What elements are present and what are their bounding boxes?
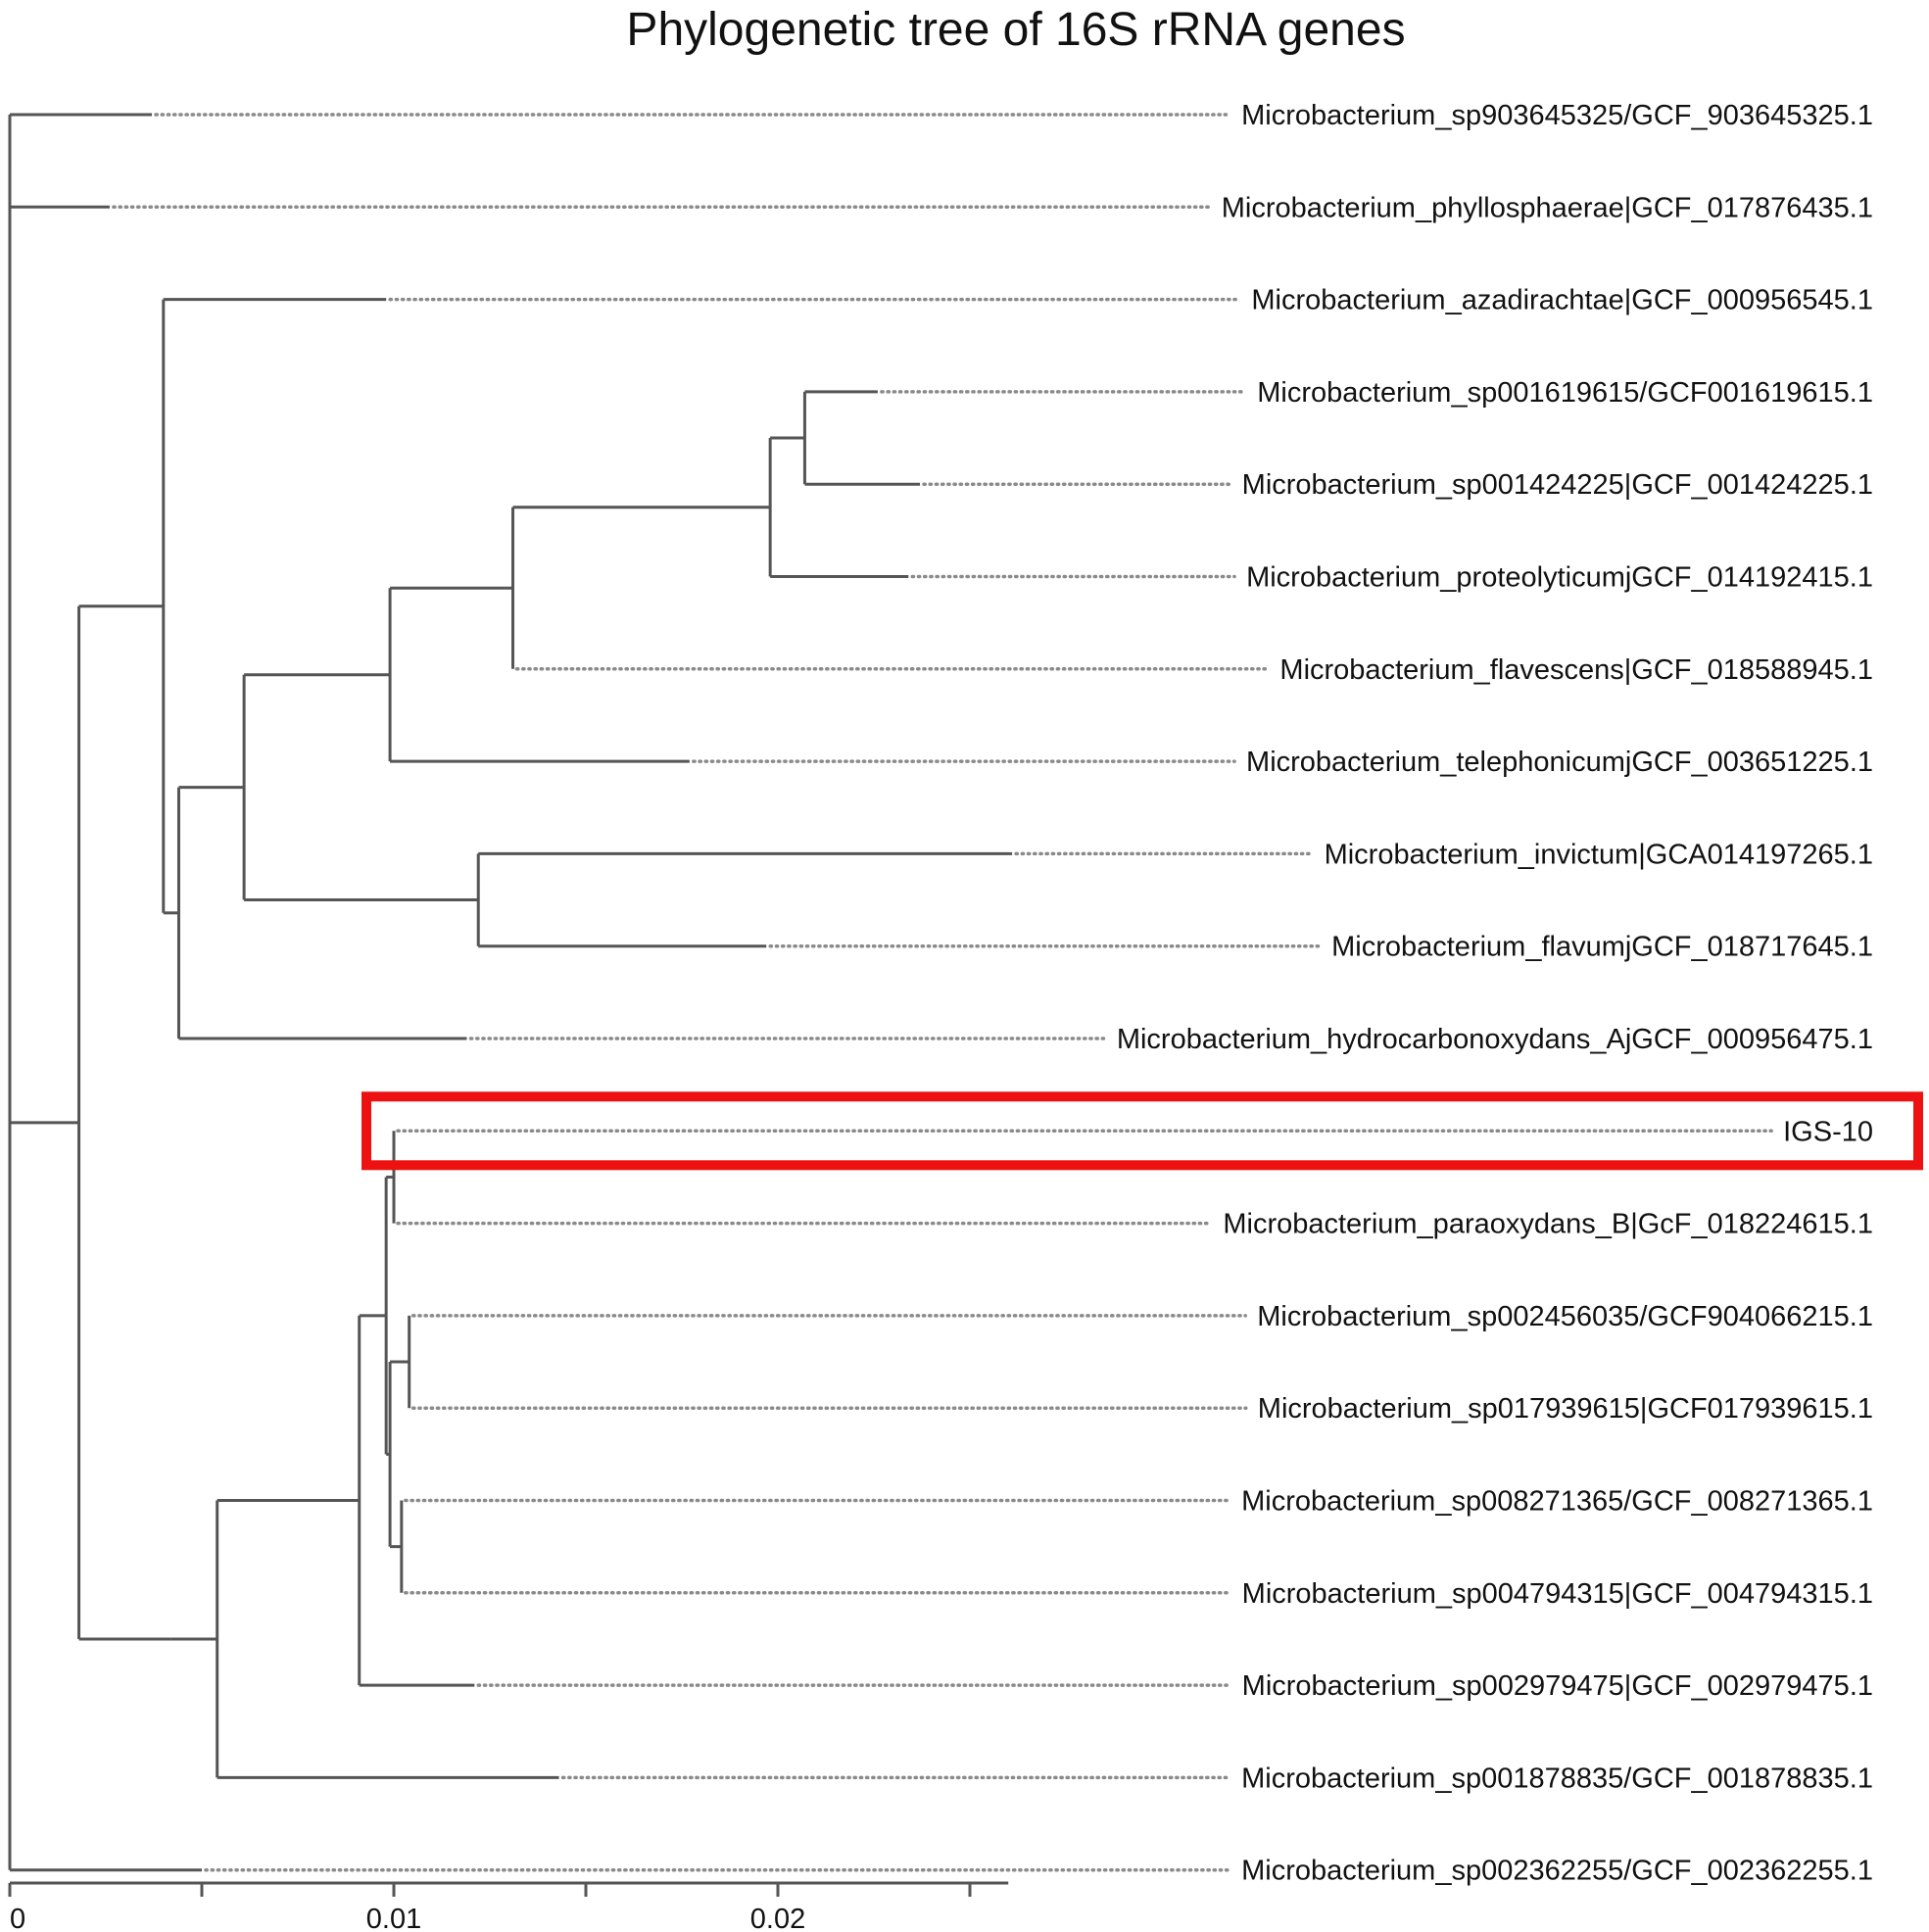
leaf-label: Microbacterium_invictum|GCA014197265.1 [1325,839,1873,870]
leaf-label: Microbacterium_telephonicumjGCF_00365122… [1246,747,1873,778]
leaf-label: Microbacterium_sp002362255/GCF_002362255… [1241,1856,1873,1887]
highlight-box [362,1091,1923,1171]
leaf-label: Microbacterium_flavescens|GCF_018588945.… [1279,654,1873,686]
leaf-label: Microbacterium_sp002979475|GCF_002979475… [1242,1670,1873,1702]
axis-tick-label: 0.01 [366,1904,421,1932]
leaf-label: Microbacterium_sp001619615/GCF001619615.… [1257,377,1873,409]
leaf-label: Microbacterium_paraoxydans_B|GcF_0182246… [1223,1209,1873,1240]
leaf-label: Microbacterium_sp001424225|GCF_001424225… [1242,469,1873,501]
tree-title: Phylogenetic tree of 16S rRNA genes [626,4,1405,56]
leaf-label: Microbacterium_sp002456035/GCF904066215.… [1257,1301,1873,1332]
leaf-label: Microbacterium_phyllosphaerae|GCF_017876… [1222,192,1873,223]
leaf-guide-lines [112,113,1773,1872]
leaf-label: Microbacterium_proteolyticumjGCF_0141924… [1246,562,1873,594]
highlight-layer [362,1091,1923,1171]
leaf-label: Microbacterium_sp903645325/GCF_903645325… [1241,100,1873,131]
leaf-label: Microbacterium_sp017939615|GCF017939615.… [1258,1393,1873,1425]
axis-tick-label: 0 [10,1904,25,1932]
leaf-label: Microbacterium_sp004794315|GCF_004794315… [1242,1578,1873,1610]
leaf-label: Microbacterium_sp008271365/GCF_008271365… [1241,1486,1873,1518]
leaf-label: Microbacterium_azadirachtae|GCF_00095654… [1251,285,1873,316]
leaf-label: IGS-10 [1783,1116,1873,1147]
scale-axis: 0 0.01 0.02 [8,1881,1009,1932]
leaf-label: Microbacterium_hydrocarbonoxydans_AjGCF_… [1117,1024,1873,1055]
axis-tick-label: 0.02 [750,1904,805,1932]
leaf-labels: Microbacterium_sp903645325/GCF_903645325… [1117,100,1873,1887]
leaf-label: Microbacterium_flavumjGCF_018717645.1 [1331,932,1873,963]
tree-branches [8,113,1013,1872]
leaf-label: Microbacterium_sp001878835/GCF_001878835… [1241,1763,1873,1794]
